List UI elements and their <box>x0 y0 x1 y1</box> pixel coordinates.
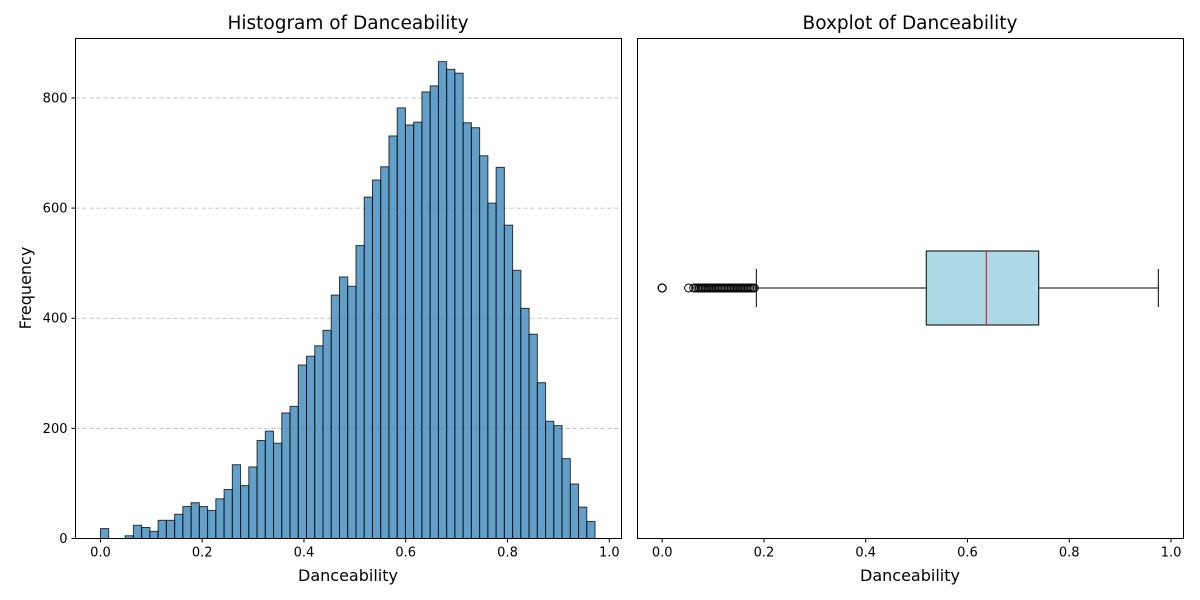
histogram-bar <box>240 485 250 540</box>
histogram-bar <box>512 269 522 539</box>
histogram-bar <box>470 127 481 539</box>
histogram-bar <box>273 442 283 540</box>
boxplot-elements <box>657 250 1159 326</box>
histogram-bar <box>223 488 233 539</box>
histogram-bar <box>306 355 316 540</box>
boxplot-x-ticks: 0.0 0.2 0.4 0.6 0.8 1.0 <box>652 538 1182 561</box>
histogram-bar <box>256 439 266 540</box>
histogram-bar <box>190 502 200 540</box>
histogram-bar <box>363 196 373 539</box>
histogram-bar <box>99 528 110 540</box>
histogram-bar <box>413 121 423 539</box>
histogram-bar <box>380 166 390 540</box>
histogram-bar <box>421 91 431 540</box>
histogram-bar <box>165 519 176 539</box>
histogram-bar <box>429 85 439 539</box>
boxplot-x-tick-label: 1.0 <box>1161 546 1182 561</box>
histogram-bar <box>536 382 547 539</box>
histogram-bar <box>248 466 258 539</box>
boxplot-x-tick-label: 0.6 <box>957 546 978 561</box>
histogram-bar <box>487 202 497 539</box>
boxplot-x-tick-label: 0.2 <box>754 546 775 561</box>
boxplot-title: Boxplot of Danceability <box>803 13 1018 34</box>
histogram-y-tick-label: 200 <box>43 422 68 437</box>
histogram-bar <box>503 224 514 539</box>
histogram-y-axis-label: Frequency <box>16 247 35 330</box>
histogram-bar <box>149 530 159 540</box>
histogram-bar <box>578 506 588 539</box>
histogram-bar <box>207 509 217 539</box>
histogram-x-tick-label: 0.0 <box>90 546 111 561</box>
histogram-bar <box>569 483 580 540</box>
histogram-bar <box>347 285 357 539</box>
histogram-bar <box>462 122 472 539</box>
histogram-bar <box>322 329 332 539</box>
histogram-title: Histogram of Danceability <box>227 13 468 34</box>
histogram-bar <box>454 72 464 540</box>
boxplot-x-tick-label: 0.4 <box>855 546 876 561</box>
histogram-bar <box>182 506 192 540</box>
boxplot-panel: 0.0 0.2 0.4 0.6 0.8 1.0 Boxplot of Danceabili… <box>637 13 1184 585</box>
histogram-panel: 0.0 0.2 0.4 0.6 0.8 1.0 0 200 400 600 800 Histogr… <box>16 13 622 585</box>
histogram-x-ticks: 0.0 0.2 0.4 0.6 0.8 1.0 <box>90 538 620 561</box>
histogram-x-tick-label: 0.4 <box>294 546 315 561</box>
histogram-bar <box>157 519 167 539</box>
histogram-bar <box>141 526 151 539</box>
histogram-bar <box>404 124 415 540</box>
histogram-y-tick-label: 400 <box>43 312 68 327</box>
histogram-bar <box>231 464 242 539</box>
boxplot-box <box>925 250 1040 326</box>
histogram-bar <box>215 498 225 539</box>
boxplot-x-tick-label: 0.8 <box>1059 546 1080 561</box>
histogram-bar <box>330 294 340 540</box>
histogram-bar <box>586 520 596 539</box>
histogram-bar <box>561 458 571 539</box>
histogram-bar <box>132 524 143 539</box>
histogram-bar <box>198 506 209 540</box>
histogram-plot-frame <box>75 38 622 539</box>
histogram-bar <box>396 107 406 539</box>
histogram-bar <box>545 420 555 540</box>
histogram-bar <box>289 405 299 539</box>
histogram-y-tick-label: 0 <box>59 532 67 547</box>
boxplot-plot-frame <box>637 38 1184 539</box>
histogram-bar <box>281 412 291 539</box>
histogram-x-tick-label: 1.0 <box>599 546 620 561</box>
histogram-x-tick-label: 0.2 <box>192 546 213 561</box>
histogram-bar <box>338 276 349 539</box>
boxplot-outlier <box>749 283 759 293</box>
histogram-bar <box>479 155 489 540</box>
histogram-bar <box>446 68 456 539</box>
boxplot-x-axis-label: Danceability <box>860 566 960 585</box>
histogram-bar <box>297 364 308 539</box>
histogram-x-axis-label: Danceability <box>298 566 398 585</box>
histogram-y-tick-label: 600 <box>43 202 68 217</box>
histogram-bar <box>437 61 448 540</box>
histogram-bar <box>495 166 505 540</box>
histogram-bar <box>528 333 538 539</box>
boxplot-outlier <box>684 283 694 293</box>
histogram-bars <box>99 61 596 540</box>
histogram-bar <box>314 345 324 539</box>
histogram-y-ticks: 0 200 400 600 800 <box>43 91 76 547</box>
histogram-bar <box>264 430 275 540</box>
boxplot-outlier <box>657 283 667 293</box>
histogram-bar <box>355 245 365 539</box>
histogram-x-tick-label: 0.8 <box>497 546 518 561</box>
histogram-bar <box>174 513 184 540</box>
histogram-x-tick-label: 0.6 <box>395 546 416 561</box>
histogram-bar <box>371 179 382 539</box>
histogram-bar <box>388 135 398 540</box>
histogram-y-tick-label: 800 <box>43 91 68 106</box>
boxplot-x-tick-label: 0.0 <box>652 546 673 561</box>
histogram-bar <box>520 307 530 539</box>
histogram-bar <box>553 425 563 539</box>
